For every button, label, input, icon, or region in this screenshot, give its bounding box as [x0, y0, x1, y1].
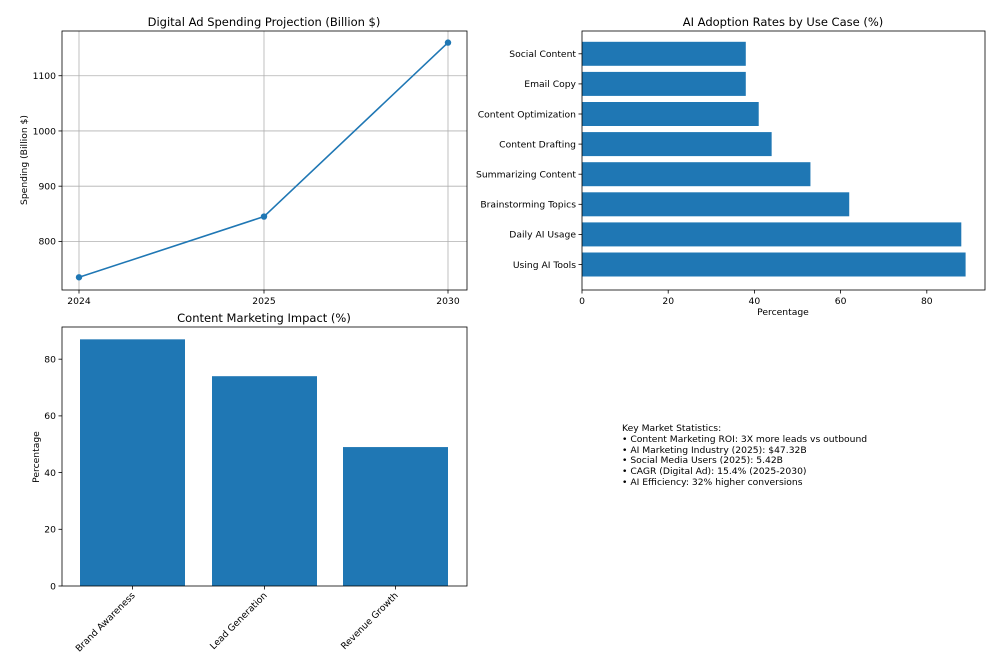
- y-tick-label: Social Content: [509, 49, 576, 60]
- key-market-statistics: Key Market Statistics: • Content Marketi…: [622, 423, 868, 489]
- line-chart-ad-spending: Digital Ad Spending Projection (Billion …: [19, 15, 468, 307]
- bar: [80, 339, 185, 586]
- y-tick-label: Brainstorming Topics: [480, 200, 576, 211]
- bar: [582, 192, 850, 217]
- y-axis-label: Spending (Billion $): [19, 115, 30, 205]
- y-tick-label: 20: [44, 525, 56, 536]
- x-tick-label: Revenue Growth: [339, 590, 401, 652]
- hbar-chart-ai-adoption: AI Adoption Rates by Use Case (%) Percen…: [476, 15, 986, 318]
- stats-line: • AI Efficiency: 32% higher conversions: [622, 476, 803, 488]
- y-axis-label: Percentage: [31, 431, 42, 483]
- bar: [582, 252, 966, 277]
- plot-frame: [581, 30, 986, 291]
- x-tick-label: 2025: [252, 296, 276, 307]
- data-point: [444, 39, 452, 46]
- y-tick-label: 0: [50, 581, 56, 592]
- y-tick-label: Email Copy: [524, 79, 576, 90]
- bar: [582, 41, 746, 66]
- y-tick-label: 1100: [33, 71, 57, 82]
- x-axis-label: Percentage: [757, 307, 809, 318]
- bar: [582, 71, 746, 96]
- x-tick-label: Lead Generation: [208, 590, 270, 652]
- x-tick-label: 0: [579, 296, 585, 307]
- bar: [582, 162, 811, 187]
- y-tick-label: Summarizing Content: [476, 170, 576, 181]
- bar: [582, 222, 962, 247]
- y-tick-label: 900: [38, 181, 56, 192]
- plot-frame: [61, 30, 468, 291]
- chart-title: Digital Ad Spending Projection (Billion …: [148, 15, 381, 29]
- bar-chart-content-impact: Content Marketing Impact (%) Percentage …: [31, 311, 468, 654]
- x-tick-label: 2024: [67, 296, 91, 307]
- x-tick-label: Brand Awareness: [74, 590, 138, 654]
- x-tick-label: 40: [749, 296, 761, 307]
- y-tick-label: Daily AI Usage: [509, 230, 576, 241]
- y-tick-label: 80: [44, 354, 56, 365]
- chart-title: AI Adoption Rates by Use Case (%): [683, 15, 884, 29]
- y-tick-label: 800: [38, 237, 56, 248]
- stats-line: • Social Media Users (2025): 5.42B: [622, 455, 783, 467]
- y-tick-label: 60: [44, 411, 56, 422]
- chart-title: Content Marketing Impact (%): [177, 311, 351, 325]
- y-tick-label: 1000: [33, 126, 57, 137]
- bar: [212, 376, 317, 586]
- stats-line: • AI Marketing Industry (2025): $47.32B: [622, 444, 807, 456]
- x-tick-label: 2030: [436, 296, 460, 307]
- y-tick-label: Content Drafting: [499, 139, 576, 150]
- series-line: [78, 42, 449, 279]
- bar: [582, 102, 759, 126]
- y-tick-label: 40: [44, 468, 56, 479]
- bar: [343, 447, 448, 586]
- plot-frame: [61, 326, 468, 587]
- stats-line: • Content Marketing ROI: 3X more leads v…: [622, 433, 868, 445]
- x-tick-label: 80: [921, 296, 933, 307]
- data-point: [75, 274, 83, 281]
- data-point: [260, 213, 268, 220]
- x-tick-label: 20: [662, 296, 674, 307]
- stats-heading: Key Market Statistics:: [622, 423, 722, 434]
- y-tick-label: Using AI Tools: [513, 260, 576, 271]
- y-tick-label: Content Optimization: [478, 109, 576, 120]
- bar: [582, 132, 772, 157]
- x-tick-label: 60: [835, 296, 847, 307]
- stats-line: • CAGR (Digital Ad): 15.4% (2025-2030): [622, 466, 807, 478]
